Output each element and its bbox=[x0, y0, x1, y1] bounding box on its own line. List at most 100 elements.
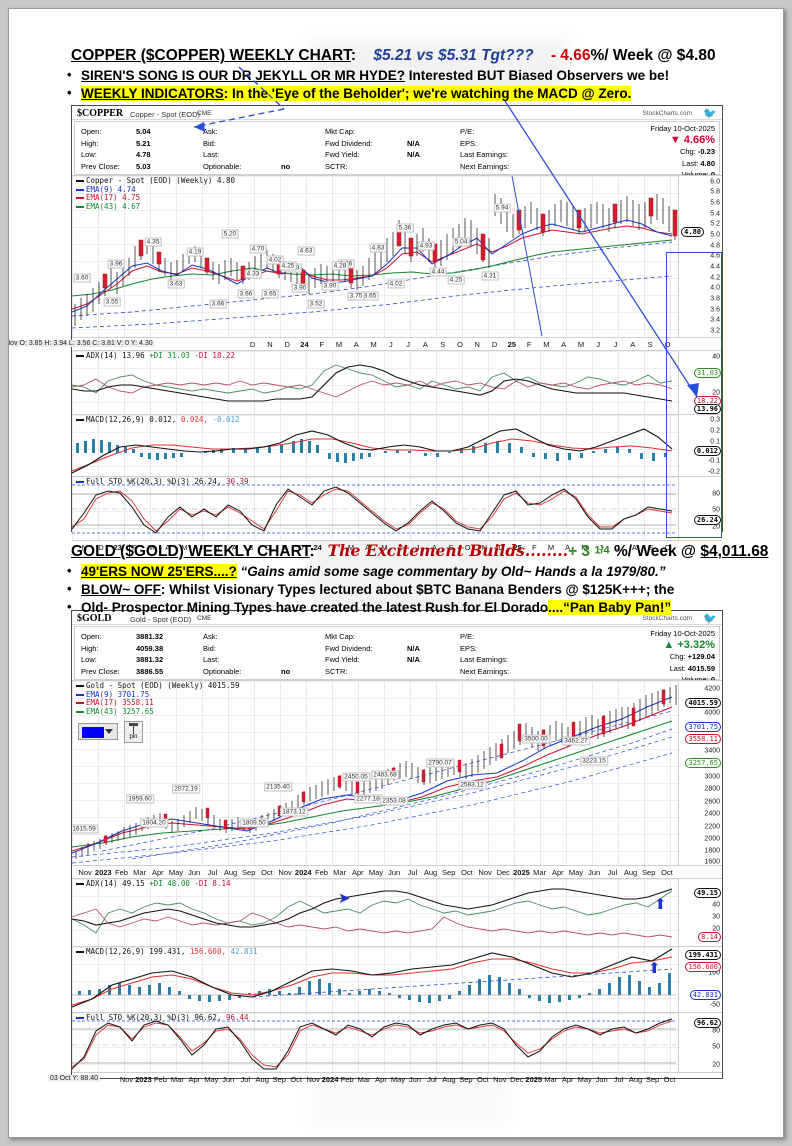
x-axis-tick: M bbox=[370, 340, 377, 349]
copper-adx-plot[interactable]: ADX(14) 13.96 +DI 31.03 -DI 18.22 40 30 … bbox=[72, 350, 722, 414]
copper-upper-xaxis: 07 Nov O: 3.85 H: 3.94 L: 3.56 C: 3.81 V… bbox=[9, 337, 722, 350]
price-annotation: 3.66 bbox=[237, 289, 255, 299]
q-fwddiv-value: N/A bbox=[407, 138, 420, 148]
gold-chart[interactable]: $GOLD Gold - Spot (EOD) CME StockCharts.… bbox=[47, 610, 723, 1084]
price-annotation: 3.75 bbox=[347, 291, 365, 301]
copper-sto-plot[interactable]: Full STO %K(20,3) %D(3) 26.24, 30.39 80 … bbox=[72, 476, 722, 540]
x-axis-tick: Feb bbox=[153, 1075, 167, 1084]
price-annotation: 5.04 bbox=[452, 237, 470, 247]
x-axis-tick: Mar bbox=[533, 868, 547, 877]
copper-chart[interactable]: $COPPER Copper - Spot (EOD) CME StockCha… bbox=[9, 105, 723, 552]
gold-title-colon: : bbox=[309, 543, 315, 560]
gold-macd-bubble: 199.431 bbox=[685, 950, 721, 960]
x-axis-tick: Nov bbox=[306, 1075, 320, 1084]
copper-quote-last: Last: 4.80 bbox=[682, 158, 715, 168]
copper-last-bubble: 4.80 bbox=[681, 227, 704, 237]
copper-quote-panel: Open: 5.04 High: 5.21 Low: 4.78 Prev Close:… bbox=[74, 121, 720, 179]
gold-quote-chg: Chg: +129.04 bbox=[669, 652, 715, 662]
price-annotation: 4.35 bbox=[144, 237, 162, 247]
plot-grid bbox=[72, 947, 722, 1012]
copper-quote-chg: Chg: -0.23 bbox=[679, 147, 715, 157]
q-optionable-value: no bbox=[281, 161, 291, 171]
color-swatch-button[interactable] bbox=[78, 723, 118, 740]
x-axis-tick: 2023 bbox=[94, 868, 112, 877]
x-axis-tick: J bbox=[199, 543, 203, 552]
gold-price-plot[interactable]: Gold - Spot (EOD) (Weekly) 4015.59 EMA(9… bbox=[72, 680, 722, 865]
price-annotation: 3.90 bbox=[321, 281, 339, 291]
gold-change-fraction: 1/4 bbox=[594, 544, 610, 557]
x-axis-tick: Sep bbox=[442, 868, 456, 877]
gold-sto-plot[interactable]: Full STO %K(20,3) %D(3) 96.62, 96.44 80 … bbox=[72, 1012, 722, 1072]
copper-sto-series bbox=[72, 484, 676, 534]
price-annotation: 4.28 bbox=[331, 261, 349, 271]
q-prevclose-label: Prev Close: bbox=[81, 161, 120, 171]
copper-symbol: $COPPER bbox=[77, 108, 124, 119]
x-axis-tick: M bbox=[547, 543, 555, 552]
q-high-label: High: bbox=[81, 138, 99, 148]
gold-sto-yaxis: 80 50 20 96.62 bbox=[678, 1013, 722, 1072]
x-axis-tick: Aug bbox=[223, 868, 238, 877]
gold-macd-series bbox=[72, 948, 676, 1008]
price-annotation: 3462.27 bbox=[562, 736, 590, 746]
gold-last-bubble: 4015.59 bbox=[685, 698, 721, 708]
copper-sto-yaxis: 80 50 20 26.24 bbox=[678, 477, 722, 540]
q-high-value: 5.21 bbox=[136, 138, 151, 148]
copper-bullet-1-lead: SIREN'S SONG IS OUR DR JEKYLL OR MR HYDE… bbox=[81, 68, 405, 83]
x-axis-tick: J bbox=[415, 543, 420, 552]
price-annotation: 4.25 bbox=[447, 275, 465, 285]
x-axis-tick: Apr bbox=[151, 868, 164, 877]
price-annotation: 3.60 bbox=[73, 273, 91, 283]
x-axis-tick: A bbox=[431, 543, 437, 552]
q-last-label: Last: bbox=[203, 150, 220, 159]
x-axis-tick: Aug bbox=[423, 868, 438, 877]
x-axis-tick: Sep bbox=[645, 1075, 660, 1084]
gold-quote-col-1: Open: 3881.32 High: 4059.38 Low: 3881.32 Pr… bbox=[81, 631, 163, 677]
x-axis-tick: A bbox=[365, 543, 371, 552]
q-prevclose-value: 5.03 bbox=[136, 161, 151, 171]
gold-adx-plot[interactable]: ADX(14) 49.15 +DI 48.00 -DI 8.14 ➤ ⬆ 40 … bbox=[72, 878, 722, 946]
x-axis-tick: D bbox=[98, 543, 104, 552]
x-axis-tick: F bbox=[332, 543, 337, 552]
price-annotation: 3.52 bbox=[307, 299, 325, 309]
x-axis-tick: N bbox=[267, 340, 273, 349]
q-open-label: Open: bbox=[81, 127, 102, 136]
x-axis-tick: Oct bbox=[661, 868, 673, 877]
copper-quote-summary: Friday 10-Oct-2025 ▼ 4.66% Chg: -0.23 La… bbox=[650, 123, 715, 181]
q-low-label: Low: bbox=[81, 150, 97, 159]
x-axis-tick: Oct bbox=[261, 868, 273, 877]
price-annotation: 4.93 bbox=[417, 241, 435, 251]
gold-adx-bubble: 49.15 bbox=[693, 888, 721, 898]
x-axis-tick: Mar bbox=[170, 1075, 184, 1084]
copper-chart-titlebar: $COPPER Copper - Spot (EOD) CME StockCha… bbox=[72, 106, 722, 120]
x-axis-tick: Jul bbox=[240, 1075, 251, 1084]
blue-arrow-right-icon: ➤ bbox=[338, 890, 351, 907]
x-axis-tick: J bbox=[599, 543, 603, 552]
x-axis-tick: Dec bbox=[510, 1075, 524, 1084]
copper-adx-legend: ADX(14) 13.96 +DI 31.03 -DI 18.22 bbox=[76, 351, 235, 361]
plot-grid bbox=[72, 477, 722, 540]
gold-macd-plot[interactable]: MACD(12,26,9) 199.431, 156.600, 42.831 bbox=[72, 946, 722, 1012]
x-axis-tick: F bbox=[319, 340, 325, 349]
gold-adx-yaxis: 40 30 20 49.15 8.14 bbox=[678, 879, 722, 946]
gold-change-suffix: %/ Week @ bbox=[613, 543, 701, 560]
price-annotation: 4.44 bbox=[429, 267, 447, 277]
x-axis-tick: Sep bbox=[272, 1075, 286, 1084]
x-axis-tick: J bbox=[613, 340, 618, 349]
x-axis-tick: F bbox=[532, 543, 537, 552]
gold-xaxis: 03 Oct Y: 88.40 Nov 2023 Feb Mar Apr May Jun Ju… bbox=[47, 1072, 722, 1088]
gold-quote-summary: Friday 10-Oct-2025 ▲ +3.32% Chg: +129.04… bbox=[650, 628, 715, 686]
q-open-label: Open: bbox=[81, 632, 102, 641]
x-axis-tick: 2025 bbox=[525, 1075, 543, 1084]
gold-tagline: The Excitement Builds........ bbox=[327, 541, 569, 560]
x-axis-tick: 2024 bbox=[321, 1075, 339, 1084]
copper-macd-plot[interactable]: MACD(12,26,9) 0.012, 0.024, -0.012 bbox=[72, 414, 722, 476]
x-axis-tick: Jul bbox=[613, 1075, 624, 1084]
gold-price-yaxis: 4200 4000 3800 3600 3400 3200 3000 2800 … bbox=[678, 681, 722, 865]
gold-macd-legend: MACD(12,26,9) 199.431, 156.600, 42.831 bbox=[76, 947, 258, 957]
copper-price-plot[interactable]: Copper - Spot (EOD) (Weekly) 4.80 EMA(9)… bbox=[72, 175, 722, 337]
pin-button[interactable]: pin bbox=[124, 721, 143, 743]
q-fwdyield-label: Fwd Yield: bbox=[325, 655, 360, 664]
stockcharts-source: StockCharts.com bbox=[642, 615, 693, 622]
price-annotation: 4.70 bbox=[249, 244, 267, 254]
price-annotation: 5.20 bbox=[221, 229, 239, 239]
